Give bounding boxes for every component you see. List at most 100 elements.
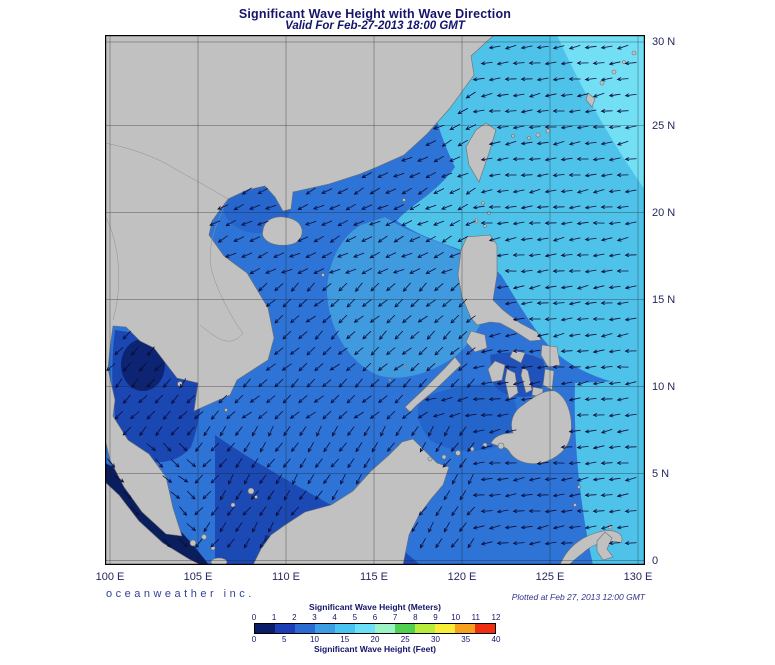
wave-map-svg [104, 34, 645, 567]
island-halmahera [596, 531, 614, 561]
lat-tick-label: 5 N [652, 467, 670, 480]
island-dot [189, 539, 197, 547]
island-paracel-dot [321, 273, 325, 277]
island-natuna [247, 487, 255, 495]
island-ryukyu-dot [599, 80, 605, 86]
wave-height-region [557, 35, 645, 190]
country-border [104, 142, 229, 200]
island-basilan [497, 442, 505, 450]
legend-tick-label: 10 [451, 613, 461, 622]
map-canvas [104, 34, 645, 567]
map-border [105, 35, 645, 565]
island-leyte [542, 368, 555, 391]
lat-tick-label: 0 [652, 554, 659, 567]
legend-tick-label: 35 [461, 635, 471, 644]
legend-tick-label: 10 [310, 635, 319, 644]
legend-tick-label: 12 [491, 613, 501, 622]
lat-tick-label: 30 N [652, 36, 676, 48]
island-pratas [402, 198, 406, 202]
lat-tick-label: 20 N [652, 206, 676, 219]
legend-color-segment [475, 624, 495, 633]
wave-direction-arrows [106, 44, 637, 549]
wave-height-region [574, 380, 645, 565]
legend-tick-label: 7 [392, 613, 398, 622]
legend-tick-label: 1 [271, 613, 277, 622]
legend-tick-label: 2 [292, 613, 297, 622]
island-ryukyu-dot [631, 50, 637, 56]
island-ryukyu-dot [545, 128, 551, 134]
island-babuyan-dot [483, 224, 487, 228]
island-sulu-dot [441, 454, 447, 460]
legend-color-segment [415, 624, 435, 633]
island-taiwan [465, 122, 497, 183]
island-dot [254, 495, 258, 499]
legend-color-segment [275, 624, 295, 633]
oceanweather-branding: oceanweather inc. [106, 588, 255, 600]
legend-tick-label: 5 [352, 613, 358, 622]
land-layer [104, 34, 637, 567]
legend-tick-label: 9 [433, 613, 438, 622]
lat-tick-label: 25 N [652, 119, 676, 132]
graticule-layer [105, 35, 645, 565]
island-ryukyu-dot [611, 69, 617, 75]
legend-color-segment [355, 624, 375, 633]
island-spratly-dot [388, 378, 392, 382]
legend-color-segment [435, 624, 455, 633]
island-anambas [230, 502, 236, 508]
island-sulu-dot [455, 450, 461, 456]
island-negros [504, 368, 519, 400]
legend-feet-label: Significant Wave Height (Feet) [313, 644, 436, 654]
legend-tick-label: 3 [312, 613, 317, 622]
wave-direction-arrow-layer [106, 44, 637, 549]
country-border [199, 324, 244, 342]
island-sangihe-dot [573, 503, 577, 507]
chart-subtitle: Valid For Feb-27-2013 18:00 GMT [285, 20, 465, 32]
island-masbate [509, 349, 526, 364]
legend-tick-label: 8 [413, 613, 418, 622]
lon-tick-label: 120 E [447, 571, 477, 583]
legend-meters-ticks: 0 1 2 3 4 5 6 7 8 9 10 11 12 [251, 613, 501, 622]
island-dot [224, 408, 228, 412]
lon-tick-label: 125 E [535, 571, 565, 583]
island-borneo [252, 438, 450, 566]
country-border [209, 198, 244, 334]
plotted-timestamp: Plotted at Feb 27, 2013 12:00 GMT [511, 592, 645, 602]
island-spratly-dot [403, 365, 407, 369]
island-babuyan-dot [487, 211, 491, 215]
lat-tick-label: 10 N [652, 380, 676, 393]
legend-color-segment [255, 624, 275, 633]
lon-tick-label: 105 E [183, 571, 213, 583]
lon-tick-label: 130 E [623, 571, 653, 583]
island-dot [201, 534, 207, 540]
legend-tick-label: 20 [370, 635, 380, 644]
lon-tick-label: 110 E [272, 571, 300, 583]
island-sulu-dot [427, 456, 433, 462]
legend-tick-label: 0 [251, 635, 257, 644]
island-okinawa [585, 92, 596, 108]
lon-tick-label: 100 E [95, 571, 125, 583]
island-samar [540, 344, 561, 368]
lon-tick-label: 115 E [360, 571, 388, 583]
island-ryukyu-dot [622, 60, 626, 64]
island-babuyan-dot [481, 201, 485, 205]
legend-color-segment [335, 624, 355, 633]
legend-color-bar [254, 623, 496, 634]
legend-tick-label: 4 [332, 613, 337, 622]
chart-title: Significant Wave Height with Wave Direct… [238, 7, 512, 21]
landmass-asia-mainland [104, 34, 495, 537]
legend-tick-label: 6 [372, 613, 378, 622]
legend-color-segment [315, 624, 335, 633]
legend-meters-label: Significant Wave Height (Meters) [309, 602, 441, 612]
legend-tick-label: 0 [251, 613, 257, 622]
legend-color-segment [295, 624, 315, 633]
wave-height-region [397, 35, 645, 387]
legend-tick-label: 30 [431, 635, 440, 644]
legend-color-segment [455, 624, 475, 633]
lat-tick-label: 15 N [652, 293, 676, 306]
island-palawan [404, 356, 462, 413]
island-ryukyu-dot [535, 132, 541, 138]
island-ryukyu-dot [511, 134, 515, 138]
wave-height-region [417, 384, 517, 451]
